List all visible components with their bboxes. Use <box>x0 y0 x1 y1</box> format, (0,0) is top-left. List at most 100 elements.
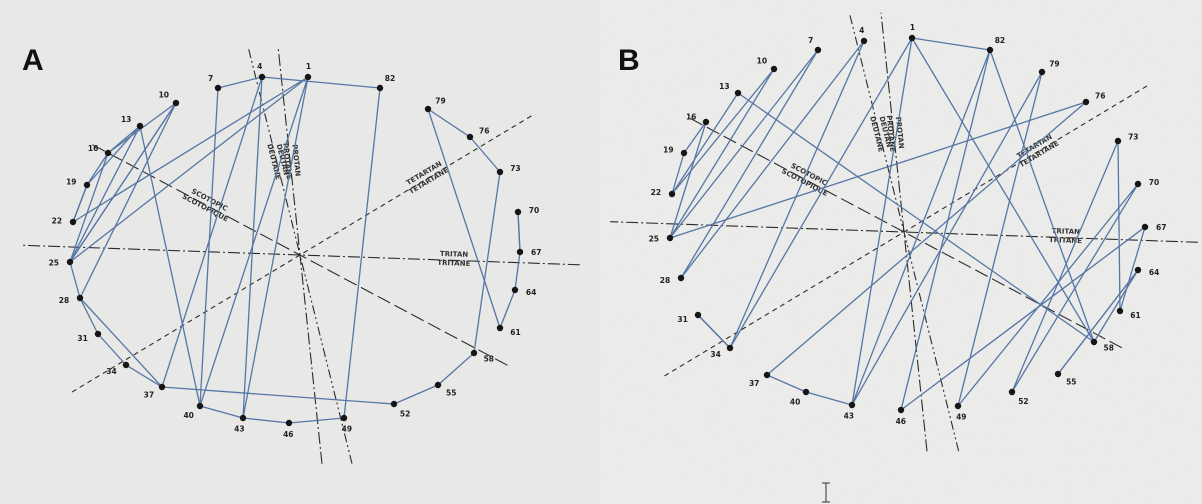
cap-dot <box>94 330 102 338</box>
cap-link <box>1117 140 1121 312</box>
cap-label: 34 <box>710 350 720 359</box>
cap-dot <box>239 414 247 422</box>
cap-link <box>69 102 177 263</box>
axis-label-protan: PROTAN <box>290 144 301 177</box>
cap-link <box>1057 269 1139 375</box>
cap-label: 61 <box>1130 311 1140 320</box>
cap-dot <box>1134 180 1142 188</box>
cap-link <box>79 102 177 299</box>
cap-label: 64 <box>1149 268 1159 277</box>
cap-dot <box>1038 68 1046 76</box>
cap-dot <box>677 274 685 282</box>
axis-line-scotopic <box>685 115 1123 349</box>
cap-label: 82 <box>995 36 1005 45</box>
cap-label: 52 <box>400 409 410 418</box>
cap-link <box>139 125 201 407</box>
cap-label: 58 <box>484 354 494 363</box>
cap-link <box>683 121 707 154</box>
cap-dot <box>770 65 778 73</box>
cap-dot <box>694 311 702 319</box>
cap-dot <box>1114 137 1122 145</box>
cap-dot <box>66 258 74 266</box>
cap-link <box>517 211 521 253</box>
cap-dot <box>76 294 84 302</box>
cap-link <box>242 417 290 424</box>
cap-label: 19 <box>66 178 76 187</box>
cap-link <box>1093 269 1139 343</box>
cap-dot <box>954 402 962 410</box>
cap-dot <box>908 34 916 42</box>
cap-link <box>737 92 1095 343</box>
cap-link <box>217 76 263 89</box>
cap-label: 82 <box>385 74 395 83</box>
cap-link <box>900 226 1146 411</box>
cap-dot <box>1008 388 1016 396</box>
cap-link <box>161 386 395 405</box>
cap-label: 67 <box>1156 223 1166 232</box>
cap-dot <box>734 89 742 97</box>
cap-link <box>911 37 1095 343</box>
cap-dot <box>1141 223 1149 231</box>
cap-label: 19 <box>663 145 673 154</box>
cap-label: 52 <box>1018 397 1028 406</box>
cap-label: 37 <box>749 379 759 388</box>
cap-link <box>729 37 913 349</box>
cap-link <box>851 49 991 406</box>
cap-label: 49 <box>342 425 352 434</box>
cap-dot <box>1090 338 1098 346</box>
cap-label: 55 <box>446 389 456 398</box>
cap-label: 31 <box>77 334 87 343</box>
cap-label: 61 <box>510 328 520 337</box>
cap-dot <box>1116 307 1124 315</box>
cap-label: 55 <box>1066 378 1076 387</box>
cap-dot <box>434 381 442 389</box>
cap-link <box>161 76 263 388</box>
axis-line-tritan <box>20 244 580 266</box>
cap-label: 28 <box>660 276 670 285</box>
cap-link <box>261 76 381 89</box>
cap-link <box>72 184 88 223</box>
cap-label: 16 <box>88 144 98 153</box>
cap-dot <box>511 286 519 294</box>
axis-sublabel-tritane: TRITANE <box>1049 236 1083 245</box>
cap-label: 1 <box>306 62 311 71</box>
cap-link <box>125 364 163 388</box>
cap-link <box>499 289 516 329</box>
cap-link <box>199 87 219 407</box>
cap-label: 58 <box>1104 344 1114 353</box>
cap-dot <box>848 401 856 409</box>
cap-dot <box>763 371 771 379</box>
cap-label: 49 <box>956 413 966 422</box>
cap-dot <box>986 46 994 54</box>
cap-link <box>805 391 853 406</box>
cap-label: 37 <box>144 391 154 400</box>
cap-dot <box>680 149 688 157</box>
cap-link <box>427 108 471 138</box>
cap-link <box>851 71 1043 406</box>
cap-dot <box>514 208 522 216</box>
cap-label: 40 <box>183 411 193 420</box>
cap-label: 4 <box>859 26 864 35</box>
cap-dot <box>860 37 868 45</box>
cap-link <box>69 125 141 263</box>
cap-label: 43 <box>844 412 854 421</box>
cap-dot <box>726 344 734 352</box>
cap-dot <box>666 234 674 242</box>
text-cursor-icon <box>822 482 830 503</box>
cap-link <box>288 417 345 424</box>
cap-label: 10 <box>757 56 767 65</box>
cap-link <box>393 384 439 405</box>
cap-link <box>514 251 521 291</box>
axis-line-tetartan <box>660 85 1148 379</box>
cap-dot <box>466 133 474 141</box>
cap-label: 25 <box>49 258 59 267</box>
cap-link <box>199 405 244 419</box>
cap-label: 13 <box>121 115 131 124</box>
cap-link <box>766 374 807 393</box>
axis-line-scotopic <box>92 144 508 366</box>
cap-dot <box>376 84 384 92</box>
cap-link <box>669 49 819 239</box>
cap-link <box>469 136 501 173</box>
axis-label-tritan: TRITAN <box>1052 227 1081 236</box>
cap-dot <box>496 168 504 176</box>
